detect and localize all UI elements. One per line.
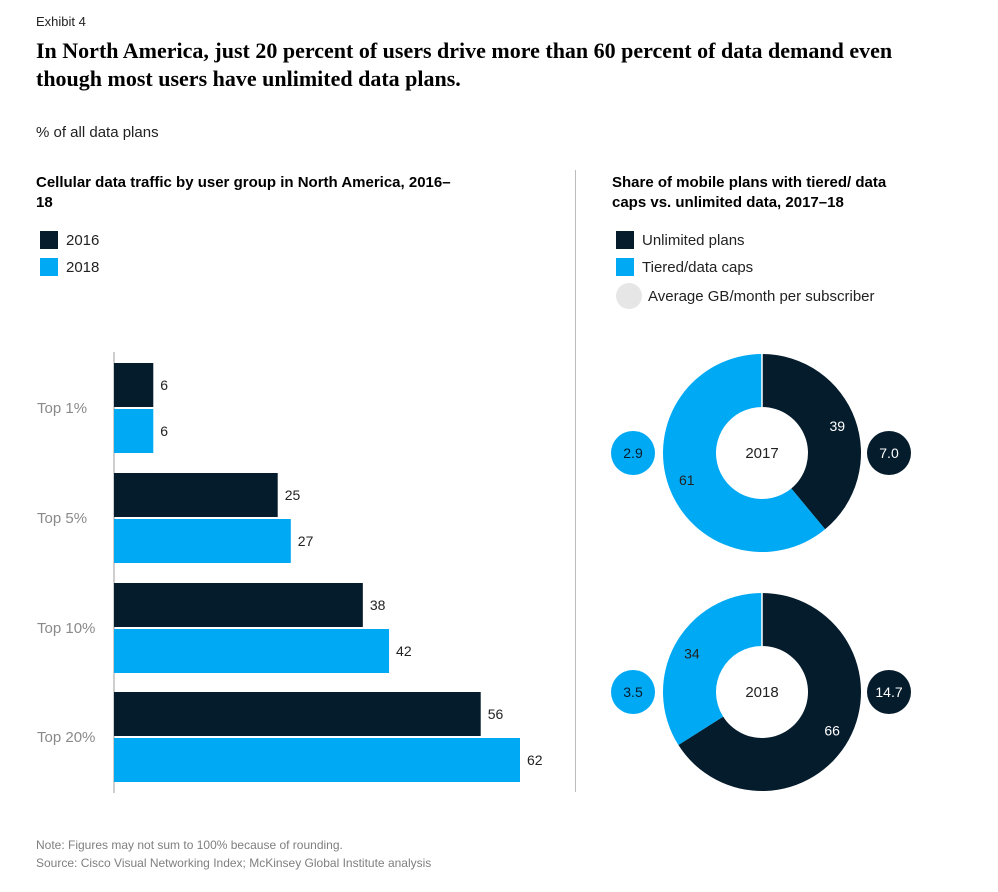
legend-swatch-tiered — [616, 258, 634, 276]
bar-value-label-2018-top-5: 27 — [298, 533, 314, 549]
bar-value-label-2016-top-1: 6 — [160, 377, 168, 393]
avg-gb-2018-unlimited-value: 14.7 — [875, 684, 902, 700]
legend-item-avg-gb: Average GB/month per subscriber — [616, 283, 875, 309]
legend-label-avg-gb: Average GB/month per subscriber — [648, 287, 875, 305]
bar-2016-top-5 — [114, 473, 278, 517]
exhibit-label: Exhibit 4 — [36, 14, 86, 29]
donut-2018-tiered-value: 34 — [684, 645, 700, 661]
donut-2017-tiered-value: 61 — [679, 472, 695, 488]
category-label-top-20: Top 20% — [37, 729, 95, 746]
bar-2018-top-5 — [114, 519, 291, 563]
avg-gb-2018-tiered-value: 3.5 — [623, 684, 643, 700]
bar-chart-title: Cellular data traffic by user group in N… — [36, 174, 451, 211]
headline: In North America, just 20 percent of use… — [36, 38, 893, 91]
bar-2016-top-20 — [114, 692, 481, 736]
legend-item-tiered: Tiered/data caps — [616, 258, 875, 276]
donut-2017-unlimited-value: 39 — [829, 418, 845, 434]
legend-swatch-unlimited — [616, 231, 634, 249]
bar-value-label-2018-top-20: 62 — [527, 752, 543, 768]
footer-source: Source: Cisco Visual Networking Index; M… — [36, 856, 432, 870]
bar-value-label-2016-top-20: 56 — [488, 706, 504, 722]
legend-label-2018: 2018 — [66, 258, 100, 276]
avg-gb-2017-unlimited-circle — [867, 431, 911, 475]
donut-2018-unlimited-value: 66 — [824, 723, 840, 739]
donut-chart-legend: Unlimited plans Tiered/data caps Average… — [616, 231, 875, 318]
bar-2018-top-20 — [114, 738, 520, 782]
bar-value-label-2018-top-1: 6 — [160, 423, 168, 439]
legend-item-2018: 2018 — [40, 258, 99, 276]
bar-value-label-2016-top-10: 38 — [370, 597, 386, 613]
donut-2017-tiered-slice — [662, 354, 826, 552]
avg-gb-2018-unlimited-circle — [867, 670, 911, 714]
avg-gb-2017-unlimited-value: 7.0 — [879, 445, 899, 461]
bar-2018-top-10 — [114, 629, 390, 673]
bar-value-label-2016-top-5: 25 — [285, 487, 301, 503]
donut-2017-unlimited-slice — [762, 353, 861, 530]
avg-gb-2017-tiered-value: 2.9 — [623, 445, 643, 461]
legend-swatch-avg-gb — [616, 283, 642, 309]
category-label-top-5: Top 5% — [37, 510, 87, 527]
unit-note: % of all data plans — [36, 124, 159, 141]
legend-item-unlimited: Unlimited plans — [616, 231, 875, 249]
legend-swatch-2018 — [40, 258, 58, 276]
donut-2017-year-label: 2017 — [745, 445, 778, 462]
footer: Note: Figures may not sum to 100% becaus… — [36, 836, 431, 872]
legend-label-tiered: Tiered/data caps — [642, 258, 754, 276]
bar-2016-top-1 — [114, 363, 154, 407]
avg-gb-2017-tiered-circle — [611, 431, 655, 475]
legend-swatch-2016 — [40, 231, 58, 249]
category-label-top-10: Top 10% — [37, 620, 95, 637]
avg-gb-2018-tiered-circle — [611, 670, 655, 714]
bar-2016-top-10 — [114, 583, 363, 627]
bar-2018-top-1 — [114, 409, 154, 453]
donut-chart-title: Share of mobile plans with tiered/ data … — [612, 174, 887, 211]
bar-value-label-2018-top-10: 42 — [396, 643, 412, 659]
donut-2018-tiered-slice — [663, 593, 762, 746]
bar-chart-legend: 2016 2018 — [40, 231, 99, 285]
footer-note: Note: Figures may not sum to 100% becaus… — [36, 838, 343, 852]
legend-label-2016: 2016 — [66, 231, 100, 249]
category-label-top-1: Top 1% — [37, 400, 87, 417]
donut-2018-year-label: 2018 — [745, 684, 778, 701]
donut-2018-unlimited-slice — [678, 593, 862, 791]
legend-item-2016: 2016 — [40, 231, 99, 249]
panel-divider — [575, 170, 576, 792]
legend-label-unlimited: Unlimited plans — [642, 231, 745, 249]
